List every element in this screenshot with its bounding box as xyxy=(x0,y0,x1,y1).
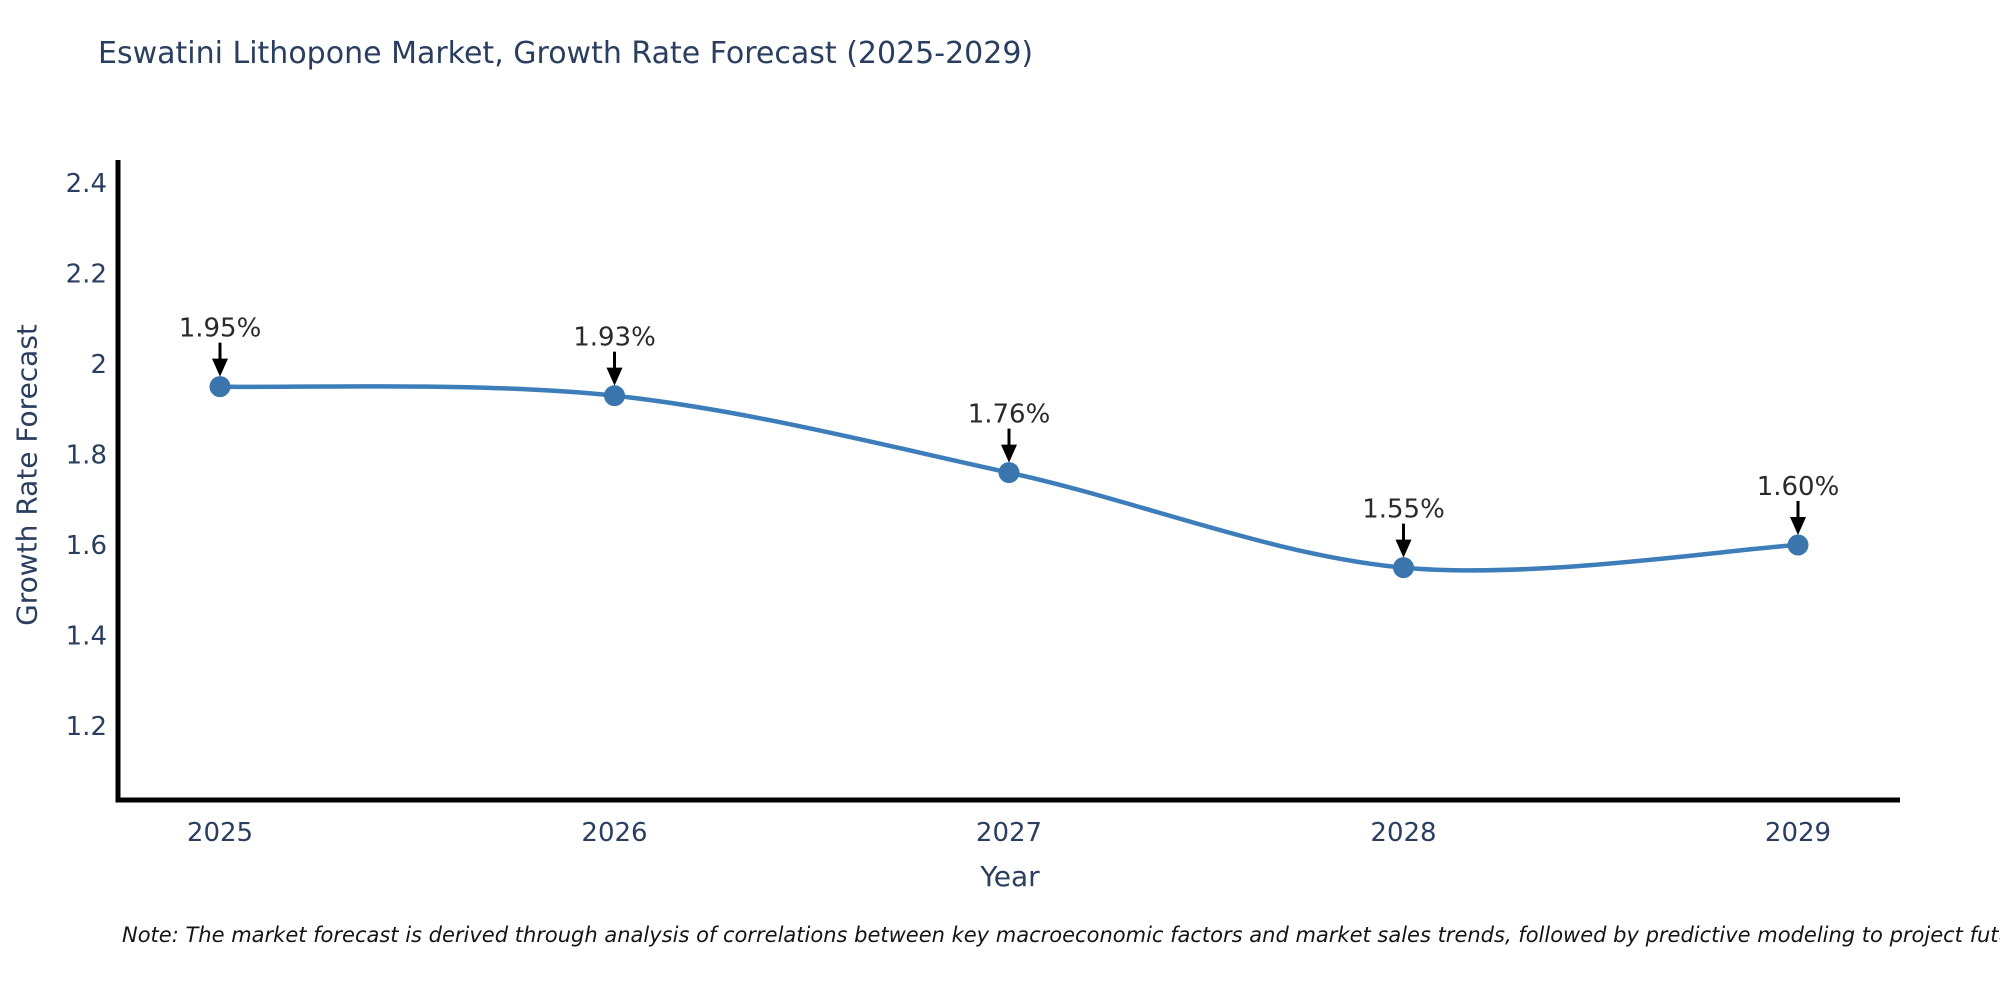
y-tick-label: 2.2 xyxy=(66,260,107,290)
annotation-label: 1.93% xyxy=(573,323,656,353)
data-point-marker xyxy=(1393,557,1414,579)
data-point-marker xyxy=(209,376,231,398)
annotation-label: 1.95% xyxy=(179,314,262,344)
y-tick-label: 2.4 xyxy=(66,169,107,199)
data-point-marker xyxy=(998,462,1020,484)
x-tick-label: 2027 xyxy=(976,818,1042,848)
annotation-label: 1.76% xyxy=(968,400,1051,430)
y-tick-label: 1.8 xyxy=(66,441,107,471)
annotation-arrowhead xyxy=(606,367,623,386)
data-point-marker xyxy=(1787,534,1809,556)
x-tick-label: 2029 xyxy=(1765,818,1831,848)
annotation-arrowhead xyxy=(212,358,228,377)
footnote: Note: The market forecast is derived thr… xyxy=(122,923,2000,947)
axis-line xyxy=(115,160,1900,803)
x-tick-label: 2026 xyxy=(581,818,647,848)
y-tick-label: 1.4 xyxy=(66,622,107,652)
x-axis-title: Year xyxy=(980,860,1040,893)
annotation-label: 1.55% xyxy=(1362,495,1445,525)
annotation-arrowhead xyxy=(1395,539,1412,558)
annotation-arrowhead xyxy=(1790,517,1806,535)
y-tick-label: 2 xyxy=(90,350,107,380)
x-tick-label: 2025 xyxy=(187,818,253,848)
annotation-arrowhead xyxy=(1001,444,1017,463)
annotation-label: 1.60% xyxy=(1757,472,1840,502)
y-tick-label: 1.6 xyxy=(66,531,107,561)
y-tick-label: 1.2 xyxy=(66,712,107,742)
x-tick-label: 2028 xyxy=(1370,818,1436,848)
data-point-marker xyxy=(604,385,625,407)
chart-title: Eswatini Lithopone Market, Growth Rate F… xyxy=(98,36,1034,71)
